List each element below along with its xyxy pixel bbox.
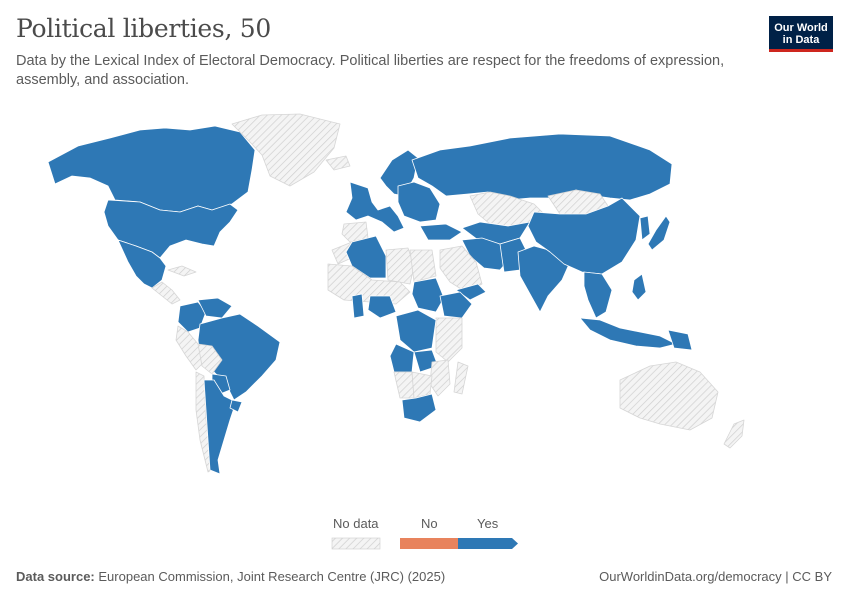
country-japan[interactable]: [647, 215, 671, 251]
chart-subtitle: Data by the Lexical Index of Electoral D…: [16, 53, 725, 88]
country-south-africa[interactable]: [401, 393, 437, 423]
country-venezuela[interactable]: [197, 297, 233, 319]
legend-no-label: No: [421, 516, 438, 531]
footer-url[interactable]: OurWorldinData.org/democracy | CC BY: [599, 569, 832, 584]
data-source: Data source: European Commission, Joint …: [16, 569, 445, 584]
country-mozambique[interactable]: [429, 359, 451, 397]
country-uruguay[interactable]: [229, 399, 243, 413]
source-text: European Commission, Joint Research Cent…: [98, 569, 446, 584]
country-indonesia[interactable]: [579, 317, 677, 349]
logo-line-1: Our World: [774, 22, 828, 34]
country-yemen[interactable]: [455, 283, 487, 301]
country-congo[interactable]: [395, 309, 437, 353]
country-east-africa[interactable]: [435, 317, 463, 363]
logo-line-2: in Data: [782, 34, 820, 46]
country-korea[interactable]: [639, 215, 651, 241]
country-cuba[interactable]: [167, 265, 197, 277]
legend-no-swatch[interactable]: [400, 538, 458, 549]
country-egypt[interactable]: [409, 249, 437, 283]
country-ghana[interactable]: [351, 293, 365, 319]
country-peru[interactable]: [175, 325, 205, 371]
country-namibia[interactable]: [393, 371, 415, 399]
country-iceland[interactable]: [325, 155, 351, 171]
country-libya[interactable]: [385, 247, 415, 285]
country-china[interactable]: [527, 197, 641, 275]
country-sudan[interactable]: [411, 277, 445, 313]
country-philippines[interactable]: [631, 273, 647, 301]
country-papua-new-guinea[interactable]: [667, 329, 693, 351]
country-australia[interactable]: [619, 361, 719, 431]
country-algeria[interactable]: [345, 235, 387, 279]
country-botswana[interactable]: [411, 371, 433, 399]
country-india[interactable]: [517, 245, 571, 313]
chart-title: Political liberties, 50: [16, 14, 271, 43]
country-ethiopia[interactable]: [439, 291, 473, 319]
country-turkey[interactable]: [419, 223, 463, 241]
source-label: Data source:: [16, 569, 95, 584]
world-map[interactable]: [0, 110, 850, 510]
country-central-america[interactable]: [151, 281, 181, 305]
legend-yes-label: Yes: [477, 516, 499, 531]
country-canada[interactable]: [47, 125, 256, 213]
country-mexico[interactable]: [117, 239, 167, 289]
country-bolivia[interactable]: [197, 343, 223, 375]
country-southeast-asia[interactable]: [583, 271, 613, 319]
country-eastern-europe[interactable]: [397, 181, 441, 223]
legend-yes-swatch[interactable]: [458, 538, 518, 549]
country-western-europe[interactable]: [345, 181, 405, 233]
country-greenland[interactable]: [231, 113, 341, 187]
legend-no-data-label: No data: [333, 516, 379, 531]
legend-no-data-swatch[interactable]: [331, 537, 381, 550]
owid-logo[interactable]: Our World in Data: [769, 16, 833, 52]
map-legend: No data No Yes: [330, 516, 530, 552]
country-argentina[interactable]: [203, 379, 237, 475]
country-russia[interactable]: [411, 133, 673, 201]
country-nigeria[interactable]: [367, 295, 397, 319]
country-new-zealand[interactable]: [723, 419, 745, 449]
country-sahel[interactable]: [327, 263, 411, 305]
country-madagascar[interactable]: [453, 361, 469, 395]
